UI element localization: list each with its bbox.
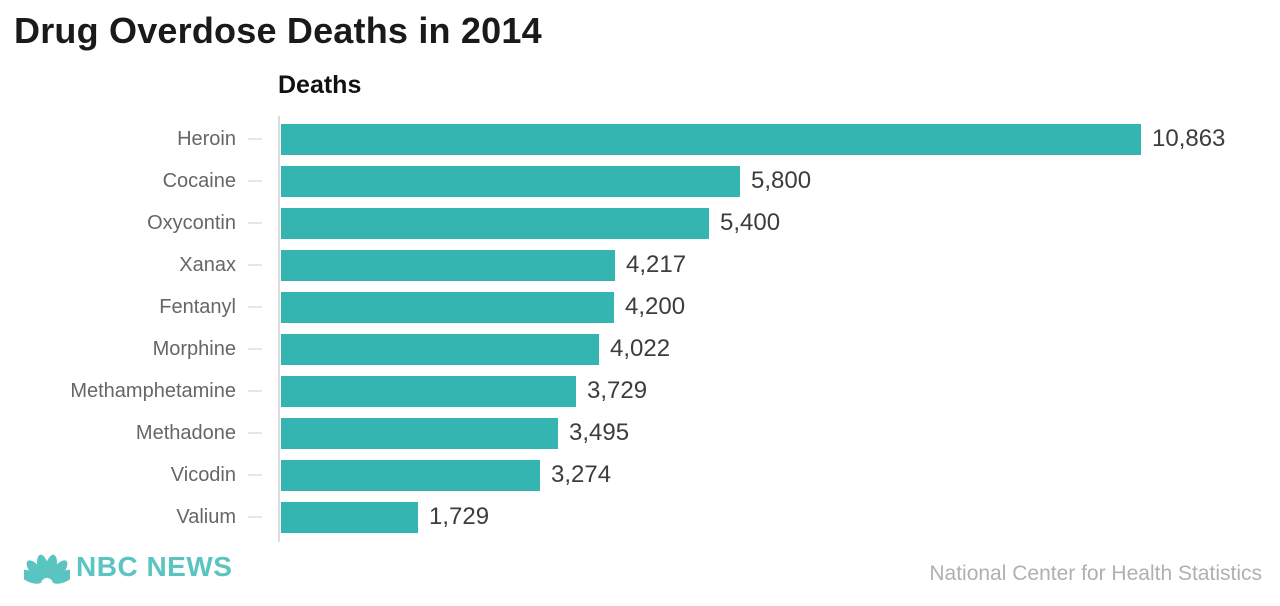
- brand-text: NBC NEWS: [76, 551, 233, 582]
- tick-mark: [248, 474, 262, 476]
- tick-mark: [248, 264, 262, 266]
- value-label: 5,400: [720, 209, 781, 236]
- value-label: 3,274: [551, 461, 612, 488]
- y-axis-line: [278, 116, 280, 542]
- category-label: Heroin: [177, 127, 236, 150]
- bar-row: Fentanyl 4,200: [0, 286, 1280, 328]
- nbc-news-logo: NBC NEWS: [24, 549, 232, 585]
- tick-mark: [248, 180, 262, 182]
- bar: [281, 291, 614, 323]
- tick-mark: [248, 348, 262, 350]
- bar-row: Heroin 10,863: [0, 118, 1280, 160]
- category-label: Oxycontin: [147, 211, 236, 234]
- tick-mark: [248, 138, 262, 140]
- value-label: 3,729: [587, 377, 648, 404]
- value-label: 4,200: [625, 293, 686, 320]
- bar-row: Xanax 4,217: [0, 244, 1280, 286]
- category-label: Vicodin: [170, 463, 236, 486]
- tick-mark: [248, 306, 262, 308]
- bar: [281, 375, 576, 407]
- bar: [281, 501, 418, 533]
- bar: [281, 165, 740, 197]
- tick-mark: [248, 516, 262, 518]
- source-text: National Center for Health Statistics: [929, 562, 1262, 585]
- page-title: Drug Overdose Deaths in 2014: [14, 10, 542, 51]
- tick-mark: [248, 432, 262, 434]
- value-label: 4,022: [610, 335, 671, 362]
- bar: [281, 459, 540, 491]
- bar-chart: Heroin 10,863 Cocaine 5,800 Oxycontin 5,…: [0, 116, 1280, 542]
- bar-row: Vicodin 3,274: [0, 454, 1280, 496]
- value-label: 3,495: [569, 419, 630, 446]
- category-label: Methadone: [135, 421, 236, 444]
- bar: [281, 123, 1141, 155]
- category-label: Xanax: [179, 253, 236, 276]
- peacock-icon: [24, 554, 70, 584]
- category-label: Methamphetamine: [70, 379, 236, 402]
- category-label: Cocaine: [162, 169, 236, 192]
- value-label: 1,729: [429, 503, 490, 530]
- category-label: Morphine: [152, 337, 236, 360]
- category-label: Valium: [176, 505, 236, 528]
- bar: [281, 207, 709, 239]
- tick-mark: [248, 222, 262, 224]
- bar-row: Valium 1,729: [0, 496, 1280, 538]
- bar-row: Cocaine 5,800: [0, 160, 1280, 202]
- bar-row: Oxycontin 5,400: [0, 202, 1280, 244]
- tick-mark: [248, 390, 262, 392]
- value-label: 10,863: [1152, 125, 1226, 152]
- bar-row: Methamphetamine 3,729: [0, 370, 1280, 412]
- bar: [281, 417, 558, 449]
- bar-row: Morphine 4,022: [0, 328, 1280, 370]
- axis-label-deaths: Deaths: [278, 71, 362, 99]
- value-label: 4,217: [626, 251, 687, 278]
- category-label: Fentanyl: [159, 295, 236, 318]
- bar-row: Methadone 3,495: [0, 412, 1280, 454]
- bar: [281, 333, 599, 365]
- value-label: 5,800: [751, 167, 812, 194]
- bar: [281, 249, 615, 281]
